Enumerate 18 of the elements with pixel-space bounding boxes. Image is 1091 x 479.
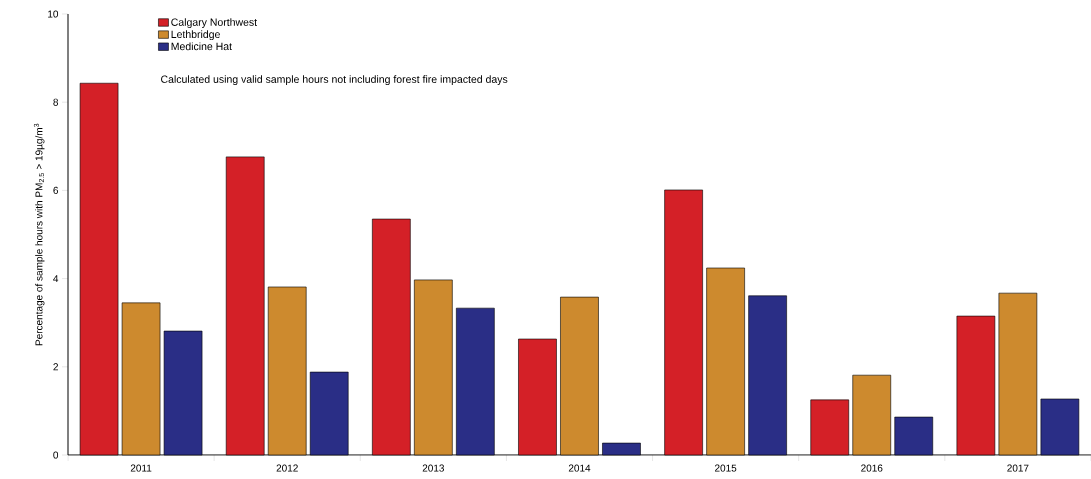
y-tick-label: 6: [53, 186, 59, 194]
x-tick-label: 2014: [568, 464, 591, 472]
y-tick-label: 4: [53, 275, 59, 283]
y-tick-label: 0: [53, 451, 59, 459]
annotation: Calculated using valid sample hours not including forest fire impacted days: [161, 75, 508, 86]
x-tick-label: 2017: [1007, 464, 1029, 472]
y-axis-title: Percentage of sample hours with PM$_{2.5}$ > 19µg/m$^{3}$: [33, 123, 45, 346]
x-tick-label: 2015: [714, 464, 737, 472]
x-tick-label: 2016: [861, 464, 883, 472]
x-tick-label: 2013: [422, 464, 445, 472]
y-tick-label: 2: [53, 363, 58, 371]
legend-label: Medicine Hat: [171, 42, 232, 51]
legend-label: Calgary Northwest: [171, 18, 258, 28]
legend-label: Lethbridge: [171, 30, 220, 41]
y-tick-label: 10: [48, 10, 59, 18]
x-tick-label: 2011: [130, 464, 152, 472]
x-tick-label: 2012: [276, 464, 298, 472]
y-tick-label: 8: [53, 98, 59, 106]
